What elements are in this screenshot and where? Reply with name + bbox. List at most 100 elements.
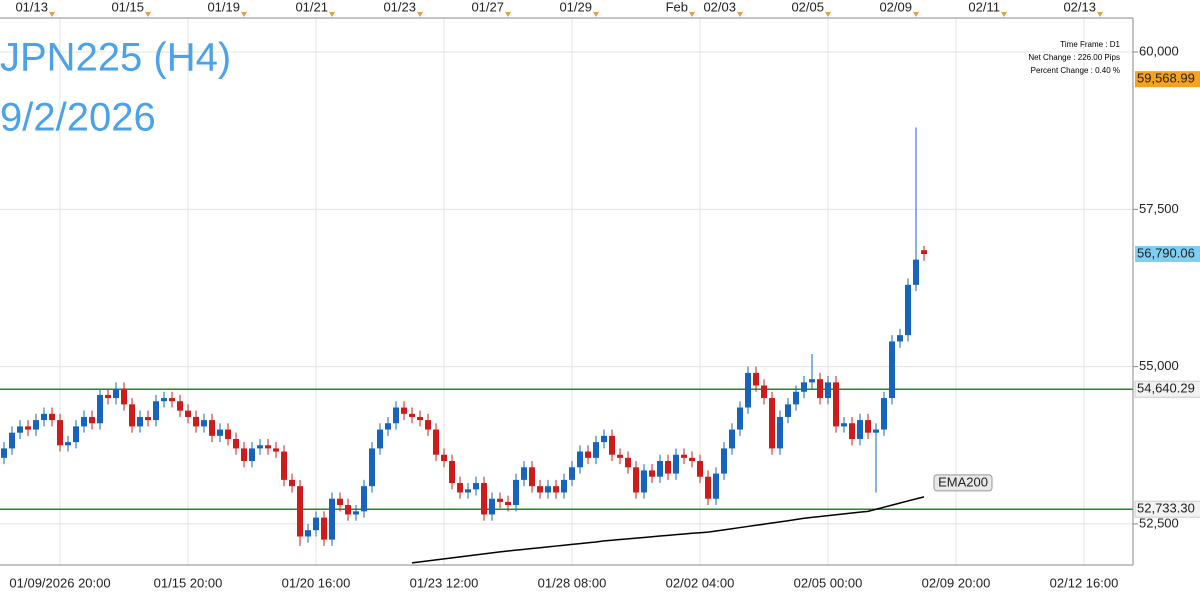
date-marker: [1097, 12, 1103, 17]
candle-body: [361, 486, 367, 512]
x-tick-label: 02/09 20:00: [922, 575, 991, 590]
x-tick-label: 01/20 16:00: [282, 575, 351, 590]
candle-body: [185, 410, 191, 417]
top-date-label: 01/15: [111, 0, 144, 14]
candle-body: [41, 413, 47, 421]
candle-body: [721, 448, 727, 474]
x-tick-label: 01/09/2026 20:00: [9, 575, 110, 590]
top-date-label: 02/05: [791, 0, 824, 14]
candle-body: [897, 335, 903, 342]
candle-body: [273, 448, 279, 452]
candle-body: [801, 382, 807, 392]
candle-body: [681, 454, 687, 458]
candle-body: [393, 407, 399, 424]
top-date-label: 02/13: [1063, 0, 1096, 14]
series-label-box: [933, 474, 993, 492]
candle-body: [217, 429, 223, 436]
candle-body: [529, 467, 535, 487]
candle-body: [697, 460, 703, 477]
candle-body: [585, 451, 591, 458]
top-date-label: Feb: [666, 0, 688, 14]
plot: [0, 127, 1133, 564]
candle-body: [545, 486, 551, 493]
price-tag-label: 54,640.29: [1137, 381, 1195, 396]
candle-body: [113, 388, 119, 399]
candle-body: [161, 398, 167, 402]
top-date-label: 02/03: [703, 0, 736, 14]
grid: [0, 18, 1133, 565]
candle-body: [249, 448, 255, 461]
candle-body: [409, 413, 415, 417]
x-tick-label: 01/28 08:00: [538, 575, 607, 590]
candle-body: [345, 505, 351, 515]
top-date-label: 02/11: [968, 0, 1000, 14]
candle-body: [505, 501, 511, 506]
candle-body: [337, 498, 343, 506]
candle-body: [673, 454, 679, 474]
candle-body: [177, 401, 183, 411]
candle-body: [521, 467, 527, 480]
candle-body: [385, 423, 391, 430]
candle-body: [449, 460, 455, 484]
candle-body: [905, 284, 911, 336]
candle-body: [665, 460, 671, 474]
x-tick-label: 01/15 20:00: [154, 575, 223, 590]
candle-body: [617, 454, 623, 458]
candle-body: [25, 426, 31, 430]
price-tag-label: 59,568.99: [1137, 71, 1195, 86]
date-marker: [505, 12, 511, 17]
candle-body: [433, 429, 439, 455]
candle-body: [577, 451, 583, 468]
candle-body: [305, 530, 311, 537]
candle-body: [737, 407, 743, 430]
candle-body: [489, 498, 495, 515]
candle-body: [593, 442, 599, 458]
price-tag-label: 52,733.30: [1137, 501, 1195, 516]
candle-body: [809, 379, 815, 383]
candle-body: [377, 429, 383, 449]
candle-body: [921, 250, 927, 255]
candle-body: [841, 423, 847, 427]
date-marker: [1001, 12, 1007, 17]
candle-body: [873, 429, 879, 433]
ema-line: [411, 496, 925, 564]
x-tick-label: 02/05 00:00: [794, 575, 863, 590]
candle-body: [73, 426, 79, 443]
candle-body: [889, 341, 895, 399]
info-line: Time Frame : D1: [1060, 40, 1120, 49]
candle-body: [193, 416, 199, 427]
candle-body: [313, 517, 319, 531]
candle-body: [17, 426, 23, 433]
candle-body: [297, 486, 303, 537]
candle-body: [769, 398, 775, 449]
candle-body: [329, 498, 335, 540]
candle-body: [913, 259, 919, 285]
candle-body: [49, 413, 55, 421]
candle-body: [369, 448, 375, 487]
candle-body: [713, 473, 719, 499]
candle-body: [89, 416, 95, 424]
top-date-label: 01/23: [383, 0, 416, 14]
candle-body: [777, 416, 783, 449]
date-marker: [329, 12, 335, 17]
date-marker: [737, 12, 743, 17]
candle-body: [225, 429, 231, 439]
price-tag: [1135, 245, 1200, 262]
top-date-label: 01/21: [295, 0, 328, 14]
candle-body: [289, 479, 295, 487]
candle-body: [729, 429, 735, 449]
date-marker: [689, 12, 695, 17]
candle-body: [833, 382, 839, 427]
candle-body: [625, 457, 631, 468]
candle-body: [497, 498, 503, 502]
top-date-label: 01/27: [471, 0, 504, 14]
candle-body: [321, 517, 327, 540]
candle-body: [401, 407, 407, 414]
price-tag: [1135, 71, 1200, 88]
top-date-label: 01/29: [559, 0, 592, 14]
x-tick-label: 02/12 16:00: [1050, 575, 1119, 590]
candle-body: [537, 486, 543, 493]
price-tag: [1134, 380, 1200, 398]
